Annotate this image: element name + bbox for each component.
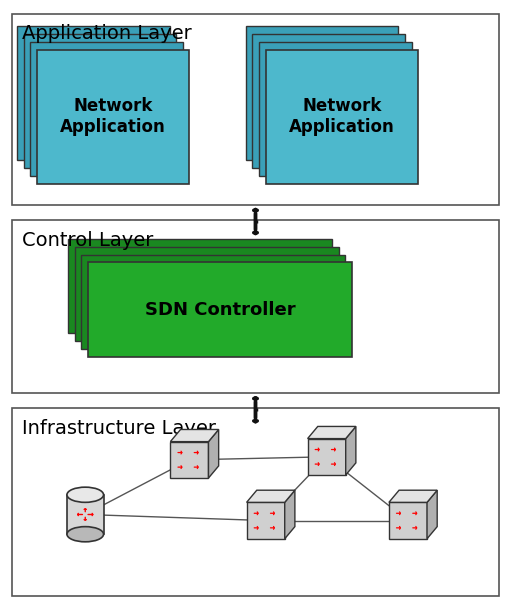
Text: SDN Controller: SDN Controller — [145, 301, 295, 318]
Bar — [246, 26, 398, 160]
Polygon shape — [346, 426, 356, 475]
Bar — [12, 13, 499, 205]
Polygon shape — [285, 490, 295, 539]
Bar — [170, 442, 208, 478]
Bar — [30, 42, 183, 176]
Bar — [67, 495, 104, 534]
Bar — [259, 42, 411, 176]
Text: Network
Application: Network Application — [60, 98, 166, 136]
Ellipse shape — [67, 526, 104, 542]
Text: Control Layer: Control Layer — [22, 231, 153, 250]
Bar — [12, 408, 499, 597]
Bar — [17, 26, 170, 160]
Polygon shape — [308, 426, 356, 439]
Text: Application Layer: Application Layer — [22, 24, 192, 43]
Polygon shape — [208, 429, 219, 478]
Ellipse shape — [67, 487, 104, 503]
Bar — [24, 34, 176, 168]
Bar — [252, 34, 405, 168]
Bar — [88, 262, 352, 357]
Bar — [247, 503, 285, 539]
Polygon shape — [389, 490, 437, 503]
Polygon shape — [427, 490, 437, 539]
Bar — [308, 439, 346, 475]
Bar — [37, 50, 190, 184]
Polygon shape — [170, 429, 219, 442]
Text: Infrastructure Layer: Infrastructure Layer — [22, 419, 216, 438]
Text: Network
Application: Network Application — [289, 98, 395, 136]
Polygon shape — [247, 490, 295, 503]
Bar — [81, 254, 345, 349]
Bar — [266, 50, 418, 184]
Bar — [389, 503, 427, 539]
Bar — [12, 220, 499, 393]
Bar — [75, 246, 339, 341]
Bar — [68, 239, 332, 333]
